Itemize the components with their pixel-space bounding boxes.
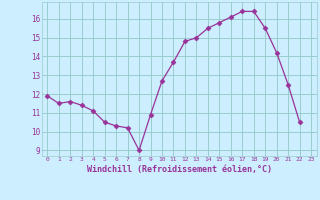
X-axis label: Windchill (Refroidissement éolien,°C): Windchill (Refroidissement éolien,°C) [87, 165, 272, 174]
